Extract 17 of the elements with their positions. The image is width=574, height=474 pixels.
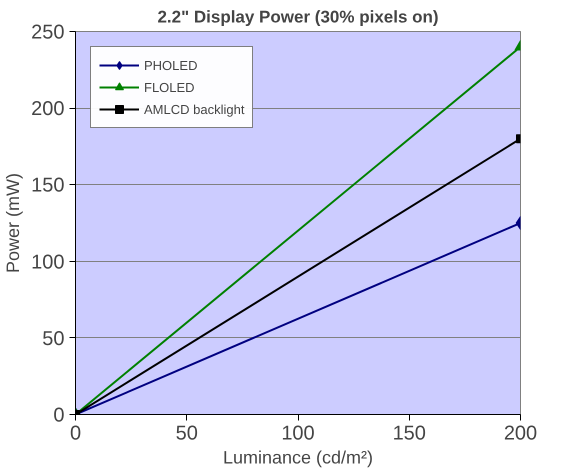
x-tick-label: 100 — [281, 422, 315, 444]
y-tick-label: 50 — [42, 328, 65, 350]
x-tick-label: 150 — [392, 422, 426, 444]
legend-label: AMLCD backlight — [144, 102, 244, 116]
legend-label: PHOLED — [144, 58, 198, 72]
y-tick-label: 100 — [31, 251, 65, 274]
chart-title: 2.2" Display Power (30% pixels on) — [157, 8, 439, 26]
y-tick-label: 200 — [31, 98, 65, 120]
x-axis-title: Luminance (cd/m²) — [222, 448, 374, 468]
x-tick-label: 200 — [504, 422, 538, 444]
x-tick-label: 0 — [70, 422, 82, 444]
y-tick-label: 150 — [31, 174, 65, 197]
y-axis-title: Power (mW) — [3, 172, 24, 273]
y-tick-label: 0 — [53, 404, 64, 426]
legend-label: FLOLED — [144, 80, 195, 94]
x-tick-label: 50 — [176, 422, 198, 444]
y-tick-label: 250 — [31, 22, 65, 44]
